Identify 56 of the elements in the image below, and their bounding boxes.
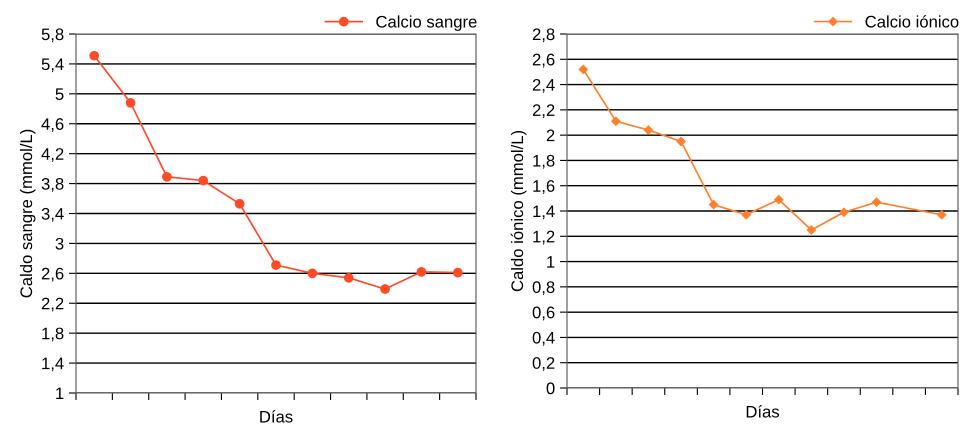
y-tick-label: 2,4: [532, 78, 555, 93]
y-tick-label: 1,4: [42, 358, 64, 372]
point: [742, 210, 751, 220]
y-tick-label: 0,4: [532, 332, 555, 346]
point: [416, 266, 426, 277]
y-tick-label: 1,6: [533, 180, 554, 194]
y-tick-label: 0: [546, 382, 555, 394]
y-tick-label: 2,6: [42, 268, 64, 282]
point: [126, 98, 136, 108]
y-tick-label: 2,6: [532, 54, 554, 68]
point: [839, 208, 849, 217]
y-tick-label: 2,2: [532, 104, 554, 118]
point: [644, 125, 654, 135]
y-tick-label: 5,8: [42, 28, 64, 42]
point: [774, 194, 784, 204]
y-tick-label: 2,8: [532, 28, 554, 42]
y-tick-label: 1,4: [533, 206, 555, 220]
point: [611, 116, 620, 126]
y-tick-label: 2: [546, 130, 554, 142]
y-tick-label: 3,8: [42, 178, 64, 192]
y-tick-label: 2,2: [42, 298, 64, 312]
point: [452, 268, 463, 278]
point: [937, 210, 946, 220]
y-tick-label: 3: [56, 238, 64, 250]
point: [872, 198, 882, 207]
point: [380, 284, 390, 294]
y-tick-label: 3,4: [42, 208, 64, 222]
x-axis-title: Días: [746, 405, 780, 418]
y-tick-label: 1,2: [533, 230, 554, 244]
point: [162, 172, 172, 182]
y-tick-label: 5: [56, 88, 64, 100]
point: [308, 268, 318, 278]
x-axis-title: Días: [260, 410, 293, 423]
legend-label: Calcio iónico: [866, 15, 958, 28]
point: [806, 225, 816, 235]
y-tick-label: 5,4: [42, 58, 64, 72]
y-tick-label: 4,6: [41, 118, 64, 132]
legend-label: Calcio sangre: [376, 15, 477, 31]
point: [89, 50, 100, 61]
y-axis-title: Caldo iónico (mmol/L): [510, 130, 526, 292]
y-tick-label: 1,8: [42, 328, 64, 342]
point: [709, 200, 718, 210]
point: [198, 176, 208, 186]
y-tick-label: 0,6: [532, 306, 554, 320]
point: [234, 198, 244, 209]
y-tick-label: 4,2: [41, 148, 64, 162]
y-tick-label: 1: [547, 256, 554, 268]
point: [344, 272, 354, 283]
y-axis-title: Caldo sangre (mmol/L): [20, 130, 36, 298]
y-tick-label: 0,8: [532, 281, 554, 296]
point: [676, 136, 686, 146]
y-tick-label: 0,2: [532, 357, 554, 371]
y-tick-label: 1: [56, 388, 64, 400]
point: [578, 64, 588, 74]
y-tick-label: 1,8: [533, 154, 554, 169]
point: [271, 260, 281, 270]
